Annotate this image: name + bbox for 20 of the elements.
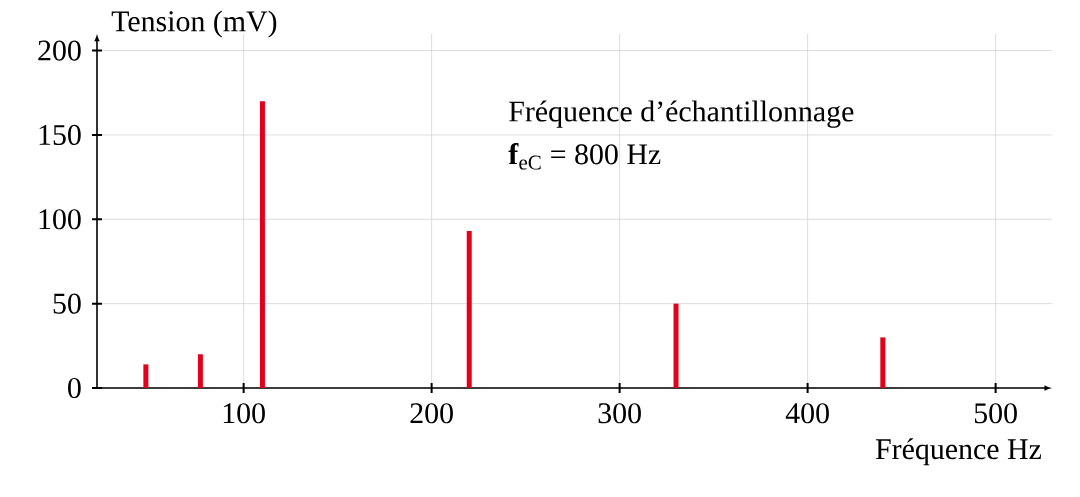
y-tick-label: 150	[39, 124, 81, 146]
x-axis-title: Fréquence Hz	[875, 438, 1042, 466]
y-tick-label: 0	[68, 377, 81, 399]
bar	[259, 101, 265, 388]
x-tick-label: 300	[598, 403, 641, 424]
y-tick-label: 100	[39, 209, 81, 230]
bar	[673, 303, 679, 388]
x-tick-label: 200	[410, 403, 453, 424]
x-tick-label: 500	[974, 403, 1017, 424]
bar	[880, 337, 886, 388]
x-tick-label: 100	[223, 403, 265, 424]
bar	[197, 354, 203, 388]
bar	[143, 364, 149, 388]
x-tick-label: 400	[785, 403, 829, 424]
y-tick-label: 50	[53, 293, 81, 314]
y-tick-label: 200	[38, 40, 81, 61]
annotation: f$_{eC}$ = 800 Hz	[508, 143, 661, 170]
bar	[466, 231, 472, 388]
y-axis-title: Tension (mV)	[111, 10, 277, 38]
annotation: Fréquence d’échantillonnage	[509, 100, 854, 128]
